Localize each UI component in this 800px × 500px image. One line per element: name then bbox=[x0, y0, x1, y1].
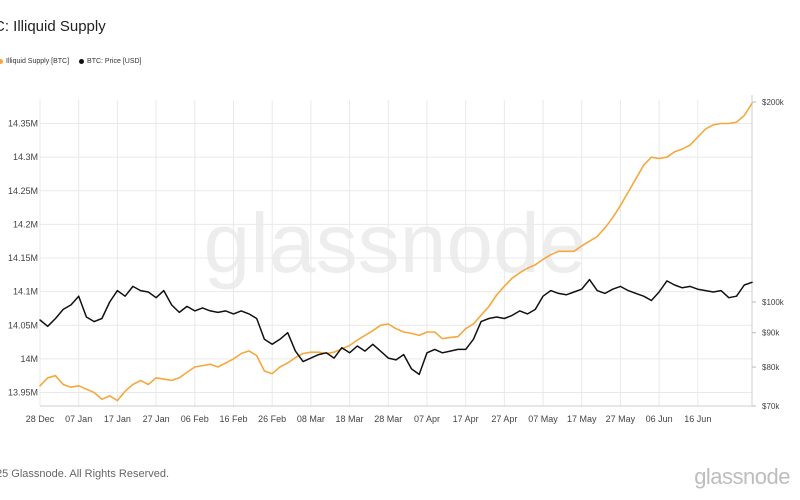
x-tick-label: 08 Mar bbox=[297, 414, 325, 424]
legend-dot-supply bbox=[0, 59, 3, 64]
x-tick-label: 06 Feb bbox=[181, 414, 209, 424]
y-tick-label-left: 13.95M bbox=[8, 388, 38, 398]
y-tick-label-left: 14.2M bbox=[13, 219, 38, 229]
x-tick-label: 27 Apr bbox=[491, 414, 517, 424]
x-tick-label: 07 Apr bbox=[414, 414, 440, 424]
brand-logo: glassnode bbox=[694, 464, 790, 489]
left-axis: 13.95M 14M 14.05M 14.1M 14.15M 14.2M 14.25M 14.… bbox=[8, 119, 38, 398]
y-tick-label-right: $80k bbox=[762, 363, 780, 372]
x-tick-label: 28 Dec bbox=[26, 414, 55, 424]
x-tick-label: 07 Jan bbox=[65, 414, 92, 424]
y-tick-label-left: 14.35M bbox=[8, 119, 38, 129]
legend-item-price[interactable]: BTC: Price [USD] bbox=[79, 58, 141, 65]
copyright-text: 25 Glassnode. All Rights Reserved. bbox=[0, 468, 170, 480]
x-tick-label: 28 Mar bbox=[374, 414, 402, 424]
x-tick-label: 16 Jun bbox=[684, 414, 711, 424]
y-tick-label-left: 14.3M bbox=[13, 152, 38, 162]
x-tick-label: 07 May bbox=[528, 414, 558, 424]
legend-dot-price bbox=[79, 59, 85, 64]
x-axis: 28 Dec 07 Jan 17 Jan 27 Jan 06 Feb 16 Feb 26 F… bbox=[26, 405, 752, 424]
y-tick-label-right: $90k bbox=[762, 329, 780, 338]
grid-layer bbox=[39, 100, 752, 406]
legend: Illiquid Supply [BTC] BTC: Price [USD] bbox=[0, 58, 141, 65]
chart-watermark: glassnode bbox=[204, 196, 587, 290]
page-title: C: Illiquid Supply bbox=[0, 18, 106, 35]
x-tick-label: 17 Jan bbox=[104, 414, 131, 424]
legend-label-supply: Illiquid Supply [BTC] bbox=[6, 58, 70, 65]
series-layer bbox=[39, 102, 753, 402]
y-tick-label-left: 14M bbox=[20, 354, 38, 364]
x-tick-label: 27 May bbox=[606, 414, 636, 424]
x-tick-label: 17 Apr bbox=[453, 414, 479, 424]
x-tick-label: 17 May bbox=[567, 414, 597, 424]
x-tick-label: 06 Jun bbox=[646, 414, 673, 424]
y-tick-label-right: $100k bbox=[762, 298, 785, 307]
x-tick-label: 16 Feb bbox=[219, 414, 247, 424]
y-tick-label-left: 14.15M bbox=[8, 253, 38, 263]
y-tick-label-left: 14.25M bbox=[8, 186, 38, 196]
series-line-illiquid-supply bbox=[39, 102, 753, 402]
x-tick-label: 18 Mar bbox=[336, 414, 364, 424]
y-tick-label-right: $70k bbox=[762, 402, 780, 411]
legend-label-price: BTC: Price [USD] bbox=[87, 58, 142, 65]
series-line-btc-price bbox=[39, 278, 753, 376]
y-tick-label-left: 14.1M bbox=[13, 287, 38, 297]
right-axis: $70k $80k $90k $100k $200k bbox=[751, 95, 785, 411]
y-tick-label-right: $200k bbox=[762, 98, 785, 107]
y-tick-label-left: 14.05M bbox=[8, 320, 38, 330]
legend-item-supply[interactable]: Illiquid Supply [BTC] bbox=[0, 58, 69, 65]
x-tick-label: 26 Feb bbox=[258, 414, 286, 424]
x-tick-label: 27 Jan bbox=[143, 414, 170, 424]
